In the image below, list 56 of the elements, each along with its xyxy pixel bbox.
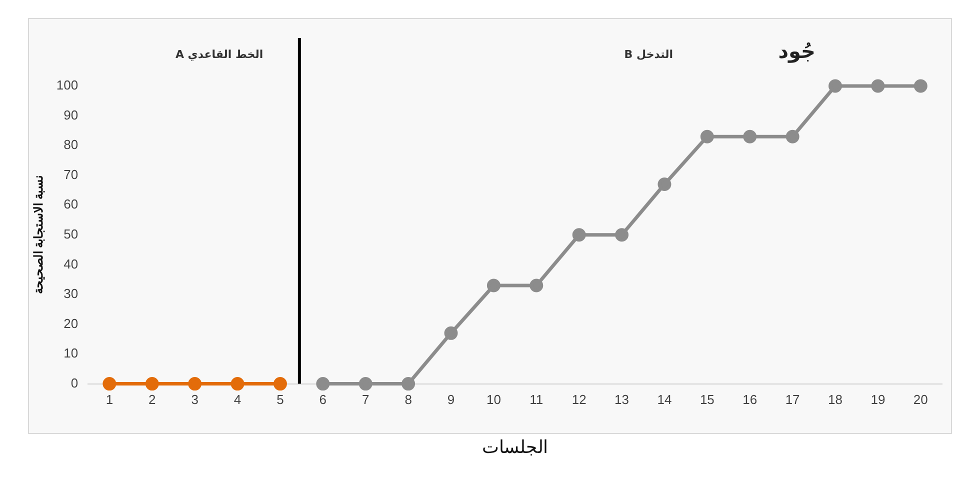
x-tick-label: 15 [700,392,714,408]
y-tick-label: 60 [64,196,78,212]
point [316,377,330,391]
x-tick-label: 3 [191,392,198,408]
y-tick-label: 70 [64,166,78,182]
chart-title: جُود [778,39,816,64]
y-tick-label: 30 [64,286,78,302]
x-tick-label: 19 [870,392,886,408]
point [914,79,928,93]
point [700,130,714,144]
y-tick-label: 50 [64,226,78,242]
point [786,130,800,144]
x-tick-label: 1 [106,392,114,408]
point [444,326,458,340]
point [188,377,202,391]
point [486,278,500,292]
y-tick-label: 80 [64,137,78,152]
y-tick-label: 20 [64,316,78,331]
y-tick-label: 40 [64,256,78,272]
x-tick-label: 17 [785,392,800,408]
x-tick-label: 11 [530,392,544,408]
point [230,377,244,391]
x-tick-label: 16 [742,392,758,408]
text: الخط القاعدي A [175,48,264,61]
point [358,377,372,391]
x-tick-label: 2 [148,392,156,408]
y-tick-label: 0 [70,375,78,390]
y-tick-label: 10 [64,346,78,361]
x-tick-label: 8 [404,392,412,408]
x-tick-label: 20 [913,392,928,408]
x-tick-label: 6 [319,392,327,408]
point [402,377,416,391]
point [102,377,116,391]
point [828,79,842,93]
x-tick-label: 10 [486,392,501,408]
point [530,278,544,292]
x-tick-label: 4 [234,392,242,408]
y-axis-title: نسبة الاستجابة الصحيحة [32,176,46,294]
x-tick-label: 18 [828,392,842,408]
point [273,377,287,391]
point [615,228,629,242]
y-tick-label: 100 [56,78,78,93]
x-tick-label: 5 [276,392,284,408]
point [145,377,159,391]
point [572,228,586,242]
text: التدخل B [624,48,674,61]
x-tick-label: 12 [572,392,586,408]
point [743,130,757,144]
y-tick-label: 90 [64,107,78,122]
point [871,79,885,93]
point [658,178,672,192]
x-axis-title: الجلسات [482,437,548,458]
x-tick-label: 7 [362,392,370,408]
x-tick-label: 14 [657,392,672,408]
x-tick-label: 9 [447,392,455,408]
x-tick-label: 13 [614,392,630,408]
